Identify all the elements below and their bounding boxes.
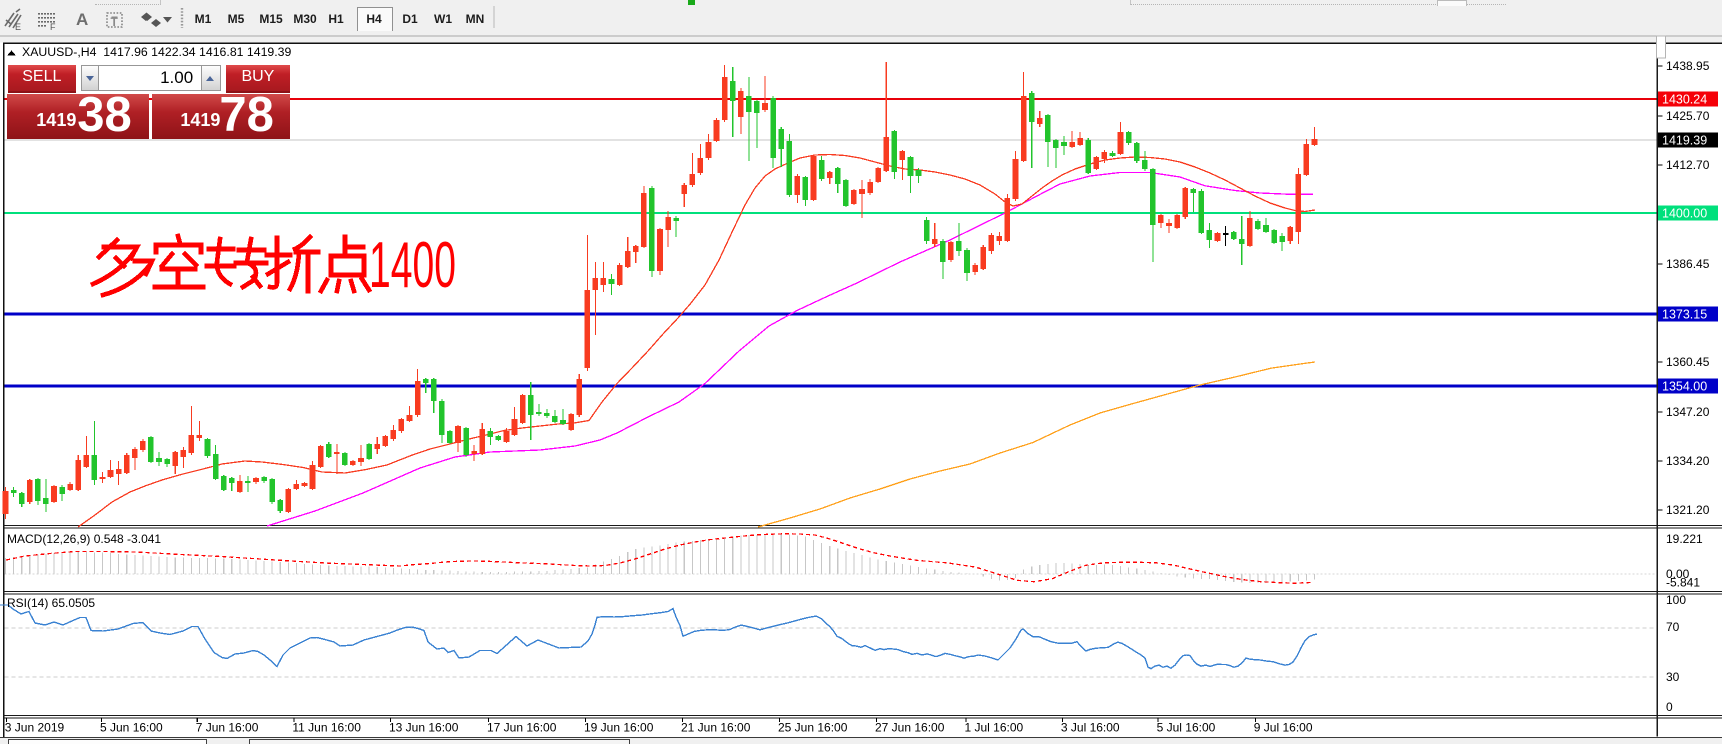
svg-text:1360.45: 1360.45 <box>1666 355 1710 369</box>
svg-text:1334.20: 1334.20 <box>1666 454 1710 468</box>
svg-text:1438.95: 1438.95 <box>1666 59 1710 73</box>
svg-text:1373.15: 1373.15 <box>1662 307 1707 321</box>
svg-text:-5.841: -5.841 <box>1666 576 1700 590</box>
svg-text:XAUUSD-,H4 1417.96 1422.34 14: XAUUSD-,H4 1417.96 1422.34 1416.81 1419.… <box>22 45 292 59</box>
svg-text:5 Jun 16:00: 5 Jun 16:00 <box>100 721 163 735</box>
svg-text:19 Jun 16:00: 19 Jun 16:00 <box>584 721 654 735</box>
svg-text:0: 0 <box>1666 700 1673 714</box>
svg-text:30: 30 <box>1666 670 1680 684</box>
svg-text:70: 70 <box>1666 620 1680 634</box>
svg-text:A: A <box>76 10 88 29</box>
svg-text:13 Jun 16:00: 13 Jun 16:00 <box>389 721 459 735</box>
svg-text:11 Jun 16:00: 11 Jun 16:00 <box>292 721 361 735</box>
svg-text:1386.45: 1386.45 <box>1666 257 1710 271</box>
svg-text:9 Jul 16:00: 9 Jul 16:00 <box>1254 721 1313 735</box>
svg-text:1425.70: 1425.70 <box>1666 109 1710 123</box>
svg-text:1430.24: 1430.24 <box>1662 92 1707 106</box>
svg-text:1347.20: 1347.20 <box>1666 405 1710 419</box>
svg-text:17 Jun 16:00: 17 Jun 16:00 <box>487 721 557 735</box>
svg-text:3 Jul 16:00: 3 Jul 16:00 <box>1061 721 1120 735</box>
svg-text:3 Jun 2019: 3 Jun 2019 <box>5 721 65 735</box>
svg-text:1 Jul 16:00: 1 Jul 16:00 <box>965 721 1024 735</box>
svg-text:19.221: 19.221 <box>1666 532 1703 546</box>
svg-text:0.00: 0.00 <box>1666 567 1690 581</box>
svg-text:RSI(14) 65.0505: RSI(14) 65.0505 <box>7 596 95 610</box>
svg-text:F: F <box>50 22 56 31</box>
svg-text:E: E <box>15 22 21 31</box>
svg-text:1412.70: 1412.70 <box>1666 158 1710 172</box>
svg-text:21 Jun 16:00: 21 Jun 16:00 <box>681 721 751 735</box>
svg-text:1400: 1400 <box>369 228 456 301</box>
svg-text:1419.39: 1419.39 <box>1662 133 1707 147</box>
svg-text:T: T <box>111 15 119 29</box>
svg-text:1400.00: 1400.00 <box>1662 206 1707 220</box>
svg-text:1321.20: 1321.20 <box>1666 503 1710 517</box>
svg-text:100: 100 <box>1666 593 1686 607</box>
svg-text:25 Jun 16:00: 25 Jun 16:00 <box>778 721 848 735</box>
svg-text:1354.00: 1354.00 <box>1662 379 1707 393</box>
svg-text:MACD(12,26,9) 0.548 -3.041: MACD(12,26,9) 0.548 -3.041 <box>7 532 161 546</box>
svg-text:7 Jun 16:00: 7 Jun 16:00 <box>196 721 259 735</box>
svg-text:27 Jun 16:00: 27 Jun 16:00 <box>875 721 945 735</box>
svg-text:5 Jul 16:00: 5 Jul 16:00 <box>1157 721 1216 735</box>
